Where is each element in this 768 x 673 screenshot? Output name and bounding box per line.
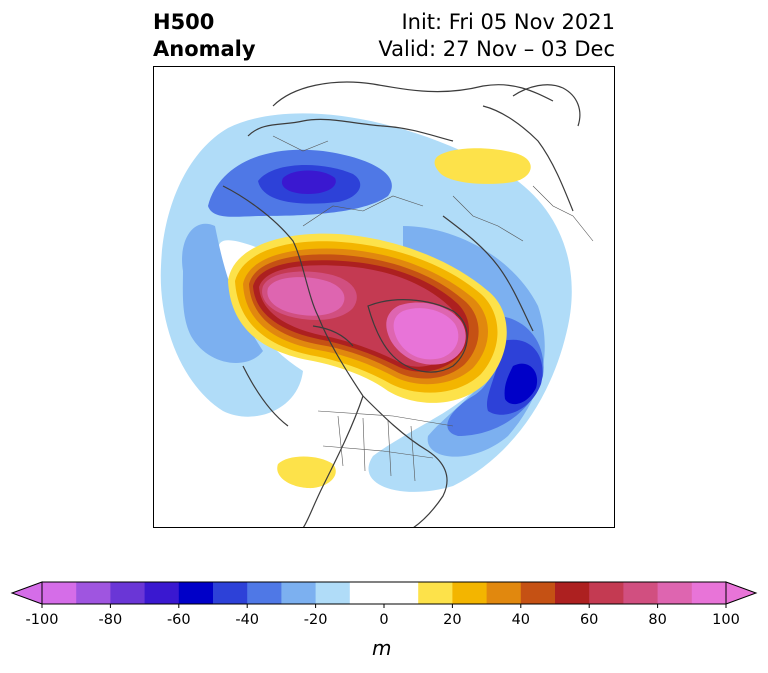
colorbar-tick-label: -80 xyxy=(98,612,123,628)
colorbar-segment xyxy=(110,582,146,604)
colorbar-segment xyxy=(657,582,693,604)
forecast-info: Init: Fri 05 Nov 2021 Valid: 27 Nov – 03… xyxy=(378,9,615,63)
colorbar-segment xyxy=(281,582,317,604)
colorbar-segment xyxy=(520,582,556,604)
colorbar-segment xyxy=(349,582,385,604)
colorbar-segment xyxy=(589,582,624,604)
positive-anomaly-90-west xyxy=(267,277,345,316)
map-border xyxy=(153,66,615,528)
colorbar-tick-label: 20 xyxy=(443,612,462,628)
positive-anomaly-siberia xyxy=(434,148,531,184)
colorbar-extend-max xyxy=(725,581,758,605)
colorbar-tick-label: -60 xyxy=(166,612,191,628)
colorbar-segment xyxy=(76,582,111,604)
colorbar-segment xyxy=(178,582,214,604)
colorbar-segment xyxy=(384,582,419,604)
negative-anomaly-west-20 xyxy=(182,223,263,363)
colorbar-segment xyxy=(418,582,453,604)
positive-anomaly-southwest xyxy=(277,456,336,489)
colorbar-ticks: -100 -80 -60 -40 -20 0 20 40 60 80 100 xyxy=(0,612,768,634)
colorbar-segment xyxy=(315,582,351,604)
colorbar-unit: m xyxy=(372,636,392,660)
colorbar-extend-min xyxy=(10,581,43,605)
colorbar-segment xyxy=(144,582,180,604)
map-canvas xyxy=(153,66,615,528)
colorbar-tick-label: -100 xyxy=(25,612,59,628)
colorbar-tick-label: 100 xyxy=(712,612,740,628)
colorbar-tick-label: -40 xyxy=(235,612,260,628)
valid-period: Valid: 27 Nov – 03 Dec xyxy=(378,37,615,61)
colorbar-tick-label: 0 xyxy=(379,612,389,628)
colorbar-segment xyxy=(452,582,488,604)
title-quantity: Anomaly xyxy=(153,37,256,61)
colorbar-segment xyxy=(247,582,282,604)
positive-anomaly-max-east xyxy=(393,308,459,360)
negative-anomaly-east-core xyxy=(504,363,538,405)
anomaly-map xyxy=(153,66,615,528)
colorbar-tick-label: 60 xyxy=(579,612,599,628)
colorbar-tick-label: 40 xyxy=(511,612,531,628)
negative-anomaly-north-min xyxy=(281,170,336,194)
coastlines xyxy=(222,81,581,528)
colorbar-segment xyxy=(691,582,727,604)
map-title: H500 Anomaly xyxy=(153,9,256,63)
colorbar-segment xyxy=(213,582,248,604)
colorbar-segment xyxy=(42,582,77,604)
political-borders xyxy=(272,135,594,482)
colorbar-segment xyxy=(555,582,590,604)
colorbar-tick-label: 80 xyxy=(648,612,667,628)
title-variable: H500 xyxy=(153,10,215,34)
init-time: Init: Fri 05 Nov 2021 xyxy=(401,10,615,34)
colorbar-segment xyxy=(486,582,522,604)
colorbar xyxy=(10,581,758,608)
colorbar-segment xyxy=(623,582,659,604)
colorbar-tick-label: -20 xyxy=(303,612,328,628)
